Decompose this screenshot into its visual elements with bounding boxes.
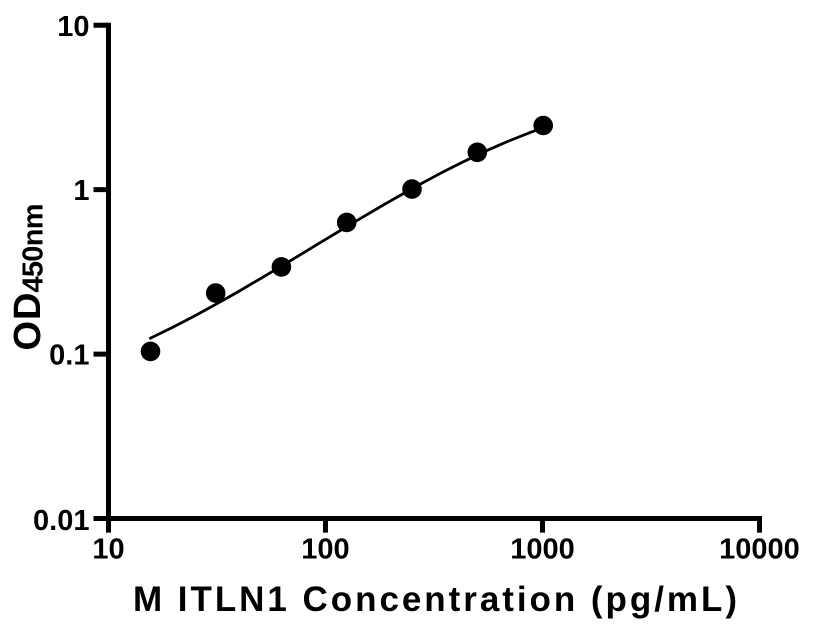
svg-text:450nm: 450nm	[18, 204, 50, 293]
svg-text:M ITLN1 Concentration (pg/mL): M ITLN1 Concentration (pg/mL)	[133, 580, 737, 619]
svg-text:100: 100	[301, 534, 349, 566]
svg-text:10000: 10000	[719, 534, 800, 566]
svg-text:10: 10	[57, 11, 89, 43]
svg-text:OD: OD	[7, 293, 49, 351]
svg-text:10: 10	[92, 534, 124, 566]
svg-text:0.01: 0.01	[33, 505, 89, 537]
svg-text:0.1: 0.1	[49, 340, 89, 372]
svg-text:1000: 1000	[510, 534, 575, 566]
svg-text:1: 1	[73, 175, 89, 207]
